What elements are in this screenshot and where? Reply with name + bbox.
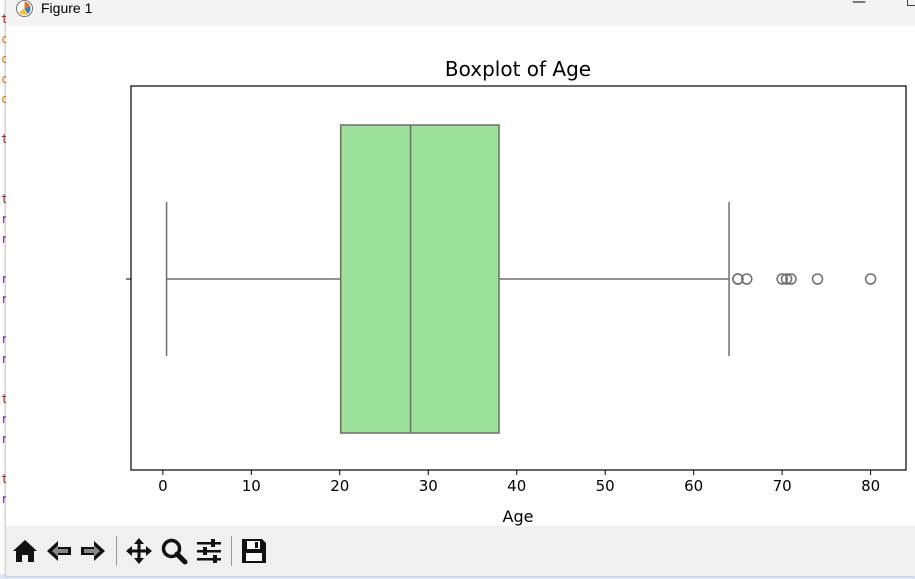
x-tick-label: 50 [596,477,615,495]
background-taskbar-strip [0,574,915,579]
outlier-point [811,273,824,285]
maximize-button[interactable]: ☐ [906,0,915,10]
x-tick-label: 30 [419,477,438,495]
configure-subplots-icon[interactable] [194,536,224,566]
boxplot-chart: Boxplot of Age 0 10 20 30 40 50 60 70 80 Age [126,57,907,526]
x-tick-label: 40 [507,477,526,495]
toolbar-separator [116,536,117,566]
zoom-icon[interactable] [159,536,189,566]
outlier-point [732,273,744,285]
iqr-box [339,124,500,434]
plot-area: 0 10 20 30 40 50 60 70 80 [126,85,907,495]
toolbar-separator [231,536,232,566]
title-bar: Figure 1 — ☐ [6,0,915,26]
window-title: Figure 1 [41,0,93,16]
outlier-point [776,273,788,285]
pan-icon[interactable] [124,536,154,566]
figure-window: Figure 1 — ☐ Boxplot of Age 0 10 20 30 40 50 6… [6,0,915,576]
axes-frame [130,85,907,471]
home-icon[interactable] [10,536,40,566]
x-tick-label: 70 [773,477,792,495]
minimize-button[interactable]: — [852,0,866,10]
x-axis-label: Age [503,507,534,526]
x-tick-label: 0 [158,477,168,495]
matplotlib-app-icon [16,0,33,17]
x-tick-label: 80 [861,477,880,495]
x-tick-label: 10 [242,477,261,495]
save-icon[interactable] [239,536,269,566]
outlier-point [785,273,797,285]
outlier-point [741,273,753,285]
forward-icon[interactable] [78,536,108,566]
x-tick-label: 60 [684,477,703,495]
figure-canvas: Boxplot of Age 0 10 20 30 40 50 60 70 80 Age [6,26,915,526]
background-editor-strip: t c c c c t t r r r r r r t r r t r [0,0,8,579]
x-tick-label: 20 [330,477,349,495]
chart-title: Boxplot of Age [445,57,591,81]
outlier-point [864,273,877,285]
navigation-toolbar [6,526,915,576]
outlier-point [780,273,793,285]
back-icon[interactable] [44,536,74,566]
